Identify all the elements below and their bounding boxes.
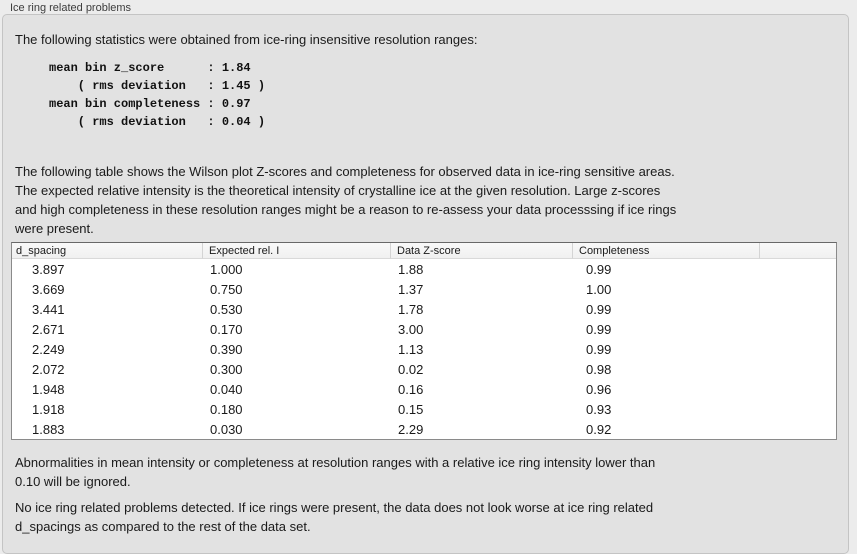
table-header-row: d_spacing Expected rel. I Data Z-score C…	[12, 243, 836, 259]
summary-stats-block: mean bin z_score : 1.84 ( rms deviation …	[49, 59, 848, 131]
cell-completeness: 0.92	[586, 421, 612, 437]
cell-empty	[759, 279, 836, 299]
stat-completeness-rms-deviation: ( rms deviation : 0.04 )	[49, 115, 266, 129]
table-row[interactable]: 3.897 1.000 1.88 0.99	[12, 259, 836, 279]
cell-data-z-score: 1.37	[398, 281, 424, 297]
cell-completeness: 0.99	[586, 301, 612, 317]
column-header-data-z-score[interactable]: Data Z-score	[390, 243, 572, 259]
column-header-d-spacing[interactable]: d_spacing	[12, 243, 202, 259]
cell-empty	[759, 339, 836, 359]
stat-mean-bin-z-score: mean bin z_score : 1.84	[49, 61, 251, 75]
cell-d-spacing: 3.441	[32, 301, 65, 317]
cell-expected-rel-i: 0.040	[210, 381, 243, 397]
cell-d-spacing: 2.671	[32, 321, 65, 337]
cell-d-spacing: 1.918	[32, 401, 65, 417]
cell-expected-rel-i: 0.390	[210, 341, 243, 357]
cell-completeness: 0.93	[586, 401, 612, 417]
table-row[interactable]: 2.249 0.390 1.13 0.99	[12, 339, 836, 359]
cell-completeness: 0.99	[586, 321, 612, 337]
ice-ring-table[interactable]: d_spacing Expected rel. I Data Z-score C…	[11, 242, 837, 440]
cell-data-z-score: 1.88	[398, 261, 424, 277]
cell-expected-rel-i: 0.530	[210, 301, 243, 317]
cell-empty	[759, 379, 836, 399]
cell-data-z-score: 1.78	[398, 301, 424, 317]
cell-expected-rel-i: 0.300	[210, 361, 243, 377]
column-header-completeness[interactable]: Completeness	[572, 243, 759, 259]
cell-expected-rel-i: 0.030	[210, 421, 243, 437]
cell-d-spacing: 1.883	[32, 421, 65, 437]
cell-d-spacing: 3.669	[32, 281, 65, 297]
cell-completeness: 0.99	[586, 341, 612, 357]
cell-empty	[759, 299, 836, 319]
cell-completeness: 1.00	[586, 281, 612, 297]
cell-expected-rel-i: 0.170	[210, 321, 243, 337]
cell-data-z-score: 2.29	[398, 421, 424, 437]
cell-data-z-score: 0.16	[398, 381, 424, 397]
cell-d-spacing: 2.072	[32, 361, 65, 377]
cell-data-z-score: 0.15	[398, 401, 424, 417]
cell-empty	[759, 419, 836, 439]
cell-empty	[759, 259, 836, 279]
intro-text: The following statistics were obtained f…	[15, 32, 478, 47]
table-body: 3.897 1.000 1.88 0.99 3.669 0.750 1.37 1…	[12, 259, 836, 439]
cell-d-spacing: 1.948	[32, 381, 65, 397]
table-row[interactable]: 3.669 0.750 1.37 1.00	[12, 279, 836, 299]
table-row[interactable]: 1.883 0.030 2.29 0.92	[12, 419, 836, 439]
column-header-expected-rel-i[interactable]: Expected rel. I	[202, 243, 390, 259]
cell-d-spacing: 3.897	[32, 261, 65, 277]
table-row[interactable]: 1.918 0.180 0.15 0.93	[12, 399, 836, 419]
cell-empty	[759, 399, 836, 419]
cell-completeness: 0.98	[586, 361, 612, 377]
cell-data-z-score: 1.13	[398, 341, 424, 357]
cell-expected-rel-i: 1.000	[210, 261, 243, 277]
table-row[interactable]: 3.441 0.530 1.78 0.99	[12, 299, 836, 319]
cell-expected-rel-i: 0.180	[210, 401, 243, 417]
cell-empty	[759, 319, 836, 339]
table-row[interactable]: 2.671 0.170 3.00 0.99	[12, 319, 836, 339]
conclusion-text: No ice ring related problems detected. I…	[15, 500, 654, 534]
stat-mean-bin-completeness: mean bin completeness : 0.97	[49, 97, 251, 111]
cell-data-z-score: 3.00	[398, 321, 424, 337]
cell-completeness: 0.96	[586, 381, 612, 397]
stat-z-score-rms-deviation: ( rms deviation : 1.45 )	[49, 79, 266, 93]
group-box-title: Ice ring related problems	[10, 2, 132, 14]
cell-completeness: 0.99	[586, 261, 612, 277]
table-row[interactable]: 1.948 0.040 0.16 0.96	[12, 379, 836, 399]
cell-expected-rel-i: 0.750	[210, 281, 243, 297]
column-header-empty[interactable]	[759, 243, 836, 259]
table-description-text: The following table shows the Wilson plo…	[15, 164, 677, 236]
table-row[interactable]: 2.072 0.300 0.02 0.98	[12, 359, 836, 379]
ignore-note-text: Abnormalities in mean intensity or compl…	[15, 455, 656, 489]
ice-ring-group-box: The following statistics were obtained f…	[2, 14, 849, 554]
cell-empty	[759, 359, 836, 379]
cell-data-z-score: 0.02	[398, 361, 424, 377]
cell-d-spacing: 2.249	[32, 341, 65, 357]
